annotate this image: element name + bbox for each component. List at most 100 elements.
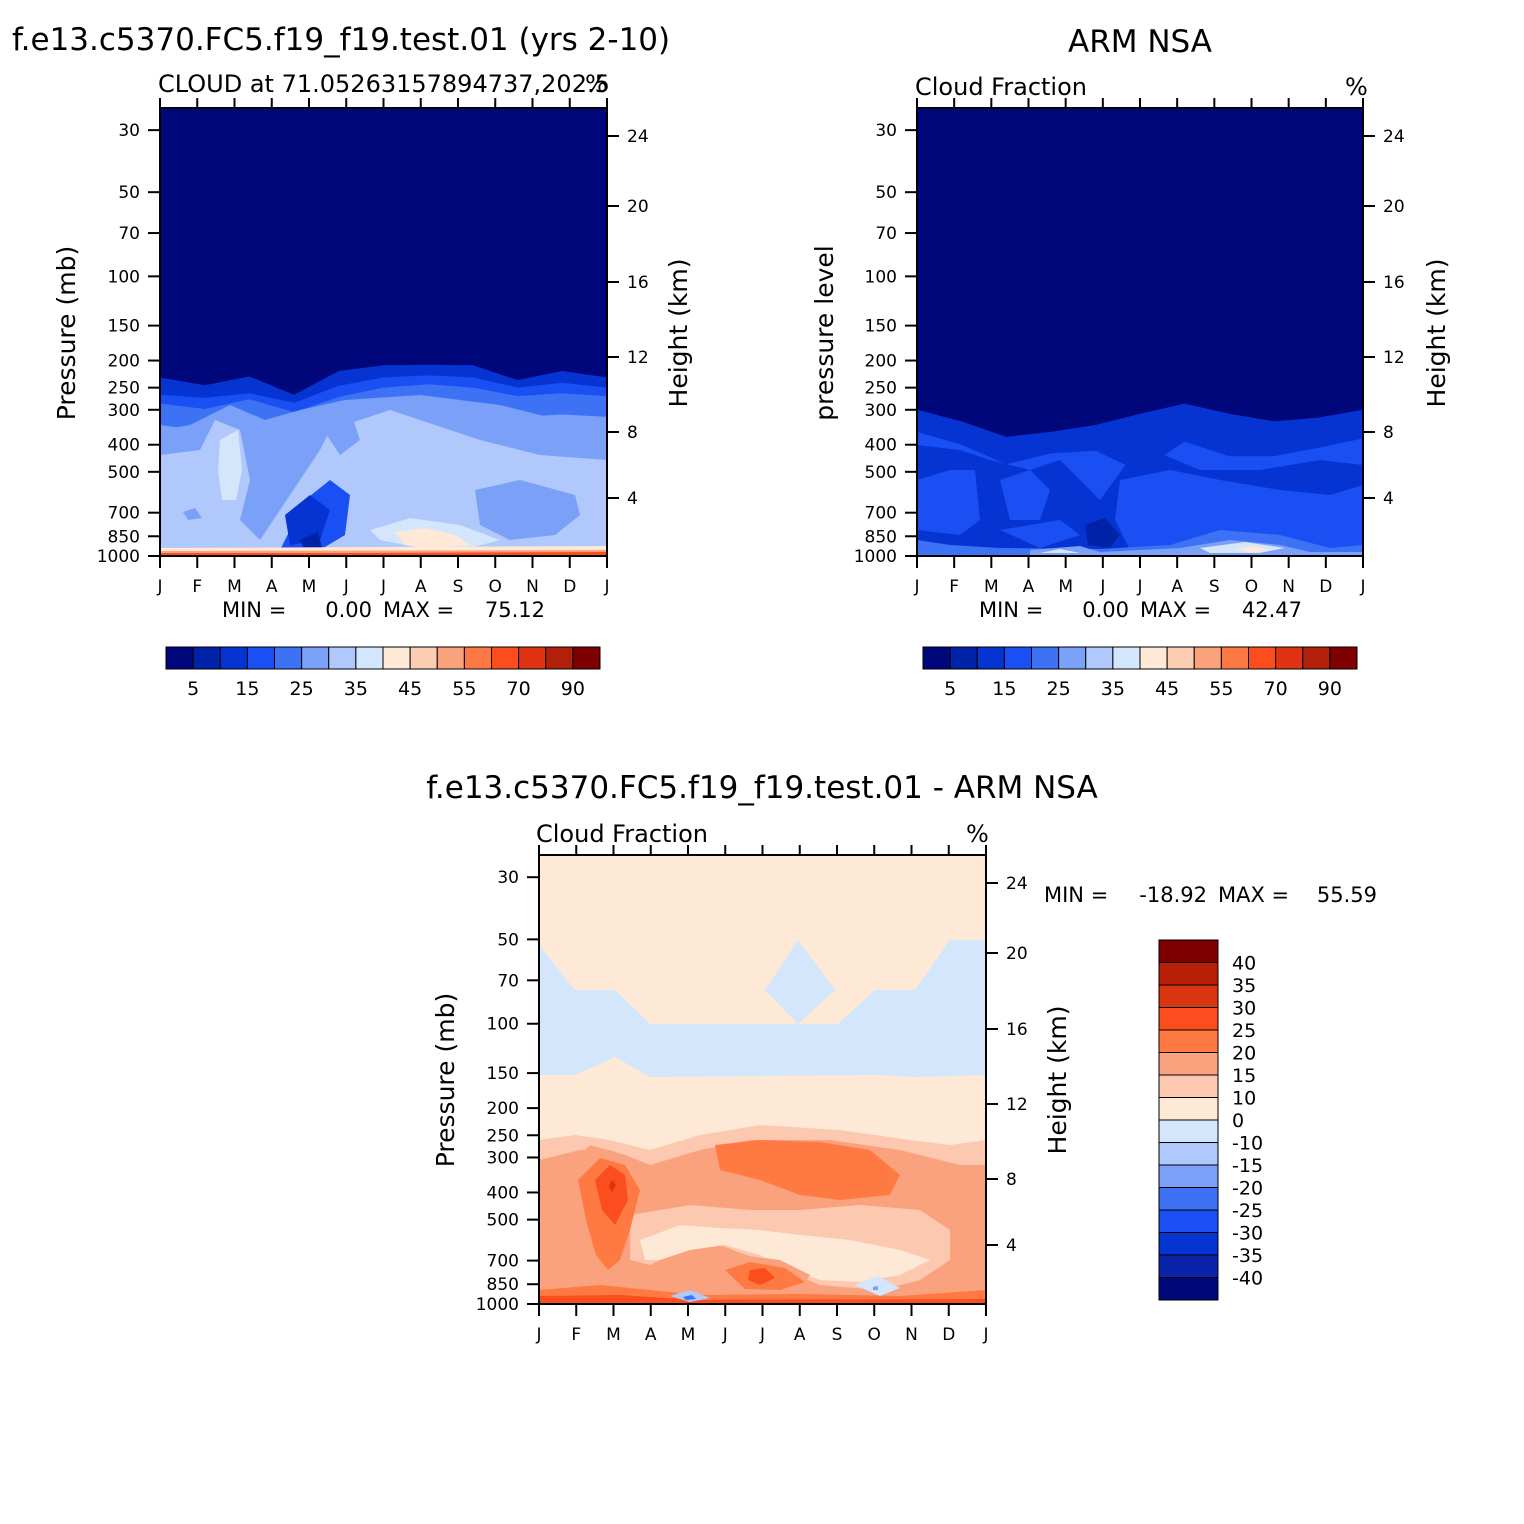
model-colorbar-box xyxy=(491,646,520,670)
model-y-tick-label: 400 xyxy=(108,436,140,456)
diff-y2-tick-label: 12 xyxy=(1006,1095,1028,1115)
obs-y-tick-label: 70 xyxy=(875,224,897,244)
model-x-tick-label: J xyxy=(603,577,609,597)
obs-right-string: % xyxy=(1345,73,1368,101)
obs-colorbar-box xyxy=(949,646,978,670)
diff-colorbar-label: 40 xyxy=(1232,953,1256,975)
model-y-tick-label: 100 xyxy=(108,267,140,287)
obs-y-tick-label: 50 xyxy=(875,183,897,203)
model-colorbar-label: 15 xyxy=(235,678,259,700)
model-colorbar-box xyxy=(219,646,248,670)
obs-min-label: MIN = xyxy=(979,598,1043,622)
diff-y-axis-label: Pressure (mb) xyxy=(431,993,460,1167)
model-x-tick-label: A xyxy=(266,577,278,597)
obs-colorbar-label: 55 xyxy=(1209,678,1233,700)
obs-x-tick-label: M xyxy=(1058,577,1073,597)
obs-colorbar-box xyxy=(1003,646,1032,670)
diff-colorbar-box xyxy=(1158,1074,1219,1098)
obs-x-tick-label: N xyxy=(1282,577,1295,597)
diff-x-tick-label: J xyxy=(982,1325,988,1345)
model-y2-tick-label: 12 xyxy=(627,348,649,368)
obs-colorbar-label: 90 xyxy=(1318,678,1342,700)
diff-x-tick-label: A xyxy=(645,1325,657,1345)
obs-y2-axis-label: Height (km) xyxy=(1422,259,1451,408)
model-min-value: 0.00 xyxy=(325,598,372,622)
model-y-tick-label: 850 xyxy=(108,527,140,547)
model-colorbar-box xyxy=(274,646,303,670)
diff-colorbar-box xyxy=(1158,1277,1219,1301)
model-y-tick-label: 700 xyxy=(108,504,140,524)
obs-max-label: MAX = xyxy=(1140,598,1211,622)
model-x-tick-label: D xyxy=(563,577,576,597)
diff-max-value: 55.59 xyxy=(1317,883,1377,907)
diff-y-tick-label: 100 xyxy=(487,1015,519,1035)
model-colorbar-box xyxy=(301,646,330,670)
diff-stats: MIN = -18.92 MAX = 55.59 xyxy=(1044,883,1377,907)
model-colorbar-box xyxy=(328,646,357,670)
model-x-tick-label: O xyxy=(489,577,502,597)
diff-y2-tick-label: 16 xyxy=(1006,1020,1028,1040)
panel-model: f.e13.c5370.FC5.f19_f19.test.01 (yrs 2-1… xyxy=(12,22,693,700)
diff-y-tick-label: 200 xyxy=(487,1099,519,1119)
obs-colorbar-box xyxy=(1248,646,1277,670)
diff-min-label: MIN = xyxy=(1044,883,1108,907)
obs-y2-tick-label: 16 xyxy=(1383,273,1405,293)
diff-colorbar-box xyxy=(1158,1119,1219,1143)
diff-x-tick-label: M xyxy=(606,1325,621,1345)
diff-colorbar-label: -25 xyxy=(1232,1200,1263,1222)
obs-x-tick-label: M xyxy=(984,577,999,597)
obs-y2-tick-label: 20 xyxy=(1383,197,1405,217)
diff-colorbar-box xyxy=(1158,1029,1219,1053)
diff-max-label: MAX = xyxy=(1218,883,1289,907)
model-x-tick-label: J xyxy=(343,577,349,597)
model-colorbar-box xyxy=(463,646,492,670)
obs-x-tick-label: J xyxy=(1359,577,1365,597)
obs-y2-tick-label: 12 xyxy=(1383,348,1405,368)
obs-colorbar-box xyxy=(1220,646,1249,670)
obs-colorbar-label: 35 xyxy=(1101,678,1125,700)
model-y-tick-label: 150 xyxy=(108,317,140,337)
model-y-tick-label: 1000 xyxy=(97,547,140,567)
model-stats: MIN = 0.00 MAX = 75.12 xyxy=(222,598,545,622)
obs-colorbar-box xyxy=(1031,646,1060,670)
model-colorbar-label: 35 xyxy=(344,678,368,700)
obs-colorbar-box xyxy=(1139,646,1168,670)
diff-colorbar-box xyxy=(1158,1097,1219,1121)
obs-colorbar-label: 45 xyxy=(1155,678,1179,700)
diff-min-value: -18.92 xyxy=(1139,883,1207,907)
model-y2-tick-label: 8 xyxy=(627,423,638,443)
model-colorbar-box xyxy=(246,646,275,670)
obs-x-tick-label: J xyxy=(913,577,919,597)
model-x-tick-label: F xyxy=(192,577,202,597)
diff-colorbar-label: 10 xyxy=(1232,1088,1256,1110)
model-colorbar-label: 5 xyxy=(187,678,199,700)
model-colorbar-box xyxy=(436,646,465,670)
model-colorbar-box xyxy=(382,646,411,670)
model-y-tick-label: 500 xyxy=(108,463,140,483)
diff-header-title: f.e13.c5370.FC5.f19_f19.test.01 - ARM NS… xyxy=(426,770,1098,806)
model-colorbar-label: 90 xyxy=(561,678,585,700)
obs-y-tick-label: 150 xyxy=(865,317,897,337)
diff-colorbar-box xyxy=(1158,962,1219,986)
model-colorbar-label: 70 xyxy=(507,678,531,700)
model-y-tick-label: 200 xyxy=(108,352,140,372)
model-y-tick-label: 300 xyxy=(108,401,140,421)
obs-colorbar-box xyxy=(1302,646,1331,670)
diff-colorbar-label: -15 xyxy=(1232,1155,1263,1177)
model-y-axis-label: Pressure (mb) xyxy=(52,246,81,420)
diff-y-tick-label: 70 xyxy=(497,971,519,991)
model-max-value: 75.12 xyxy=(485,598,545,622)
diff-colorbar-box xyxy=(1158,1254,1219,1278)
model-y2-tick-label: 4 xyxy=(627,489,638,509)
diff-colorbar-label: -30 xyxy=(1232,1223,1263,1245)
model-x-tick-label: N xyxy=(526,577,539,597)
model-colorbar-box xyxy=(192,646,221,670)
diff-y-tick-label: 250 xyxy=(487,1126,519,1146)
diff-x-tick-label: J xyxy=(722,1325,728,1345)
obs-left-string: Cloud Fraction xyxy=(915,73,1087,101)
diff-left-string: Cloud Fraction xyxy=(536,820,708,848)
diff-y-tick-label: 50 xyxy=(497,930,519,950)
obs-colorbar-box xyxy=(1085,646,1114,670)
obs-y2-tick-label: 4 xyxy=(1383,489,1394,509)
obs-y-tick-label: 1000 xyxy=(854,547,897,567)
